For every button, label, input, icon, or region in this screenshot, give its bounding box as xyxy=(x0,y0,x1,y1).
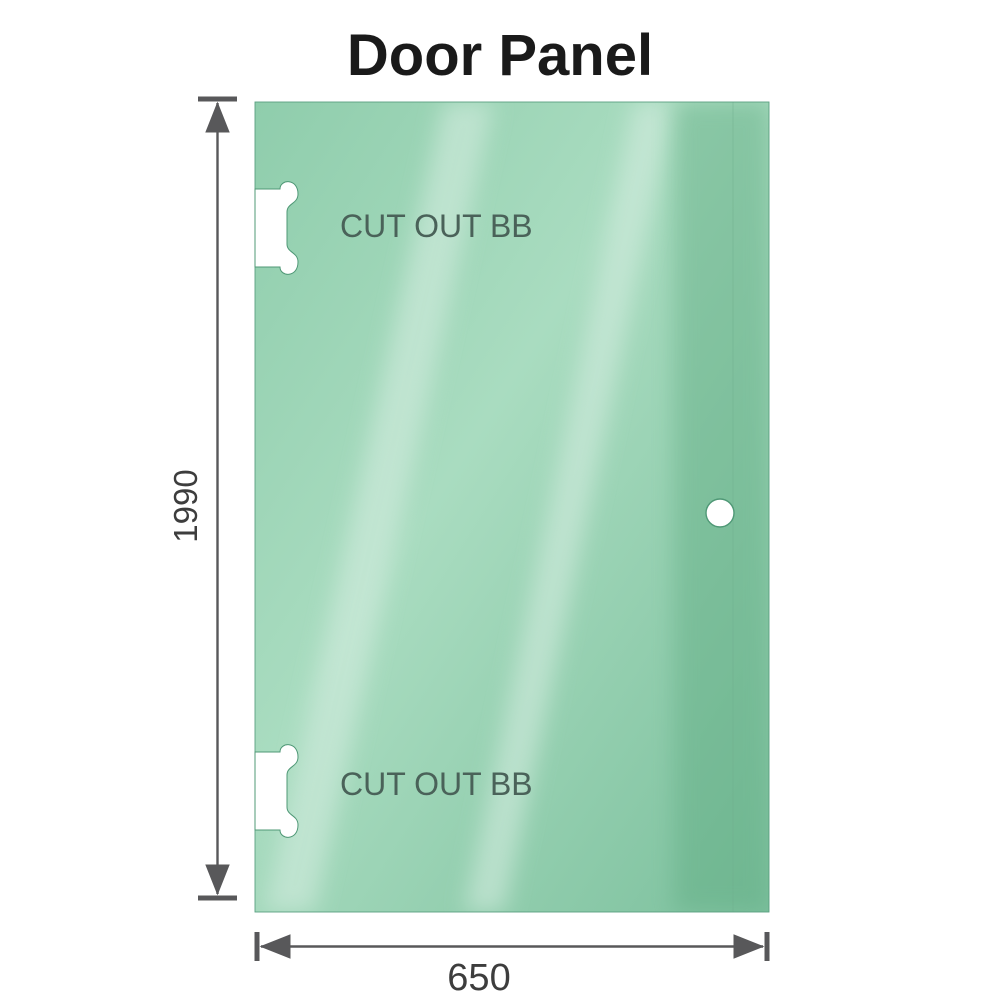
svg-text:650: 650 xyxy=(447,957,510,999)
svg-text:CUT OUT BB: CUT OUT BB xyxy=(340,208,533,244)
svg-text:1990: 1990 xyxy=(167,469,204,542)
svg-text:CUT OUT BB: CUT OUT BB xyxy=(340,766,533,802)
